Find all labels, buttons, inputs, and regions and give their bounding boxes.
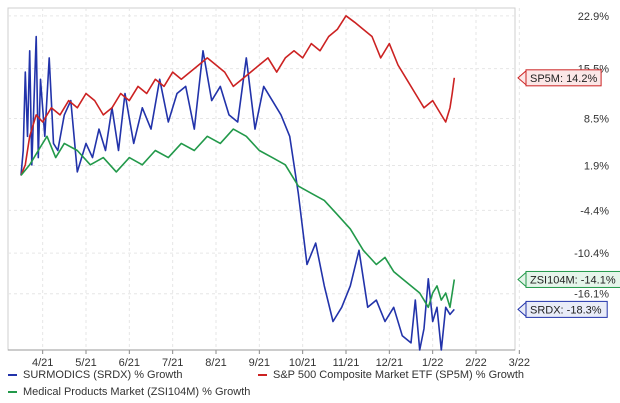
x-tick-label: 9/21 <box>249 357 270 369</box>
legend-swatch-srdx <box>8 374 17 376</box>
x-tick-label: 10/21 <box>289 357 317 369</box>
x-tick-label: 4/21 <box>32 357 53 369</box>
y-tick-label: -10.4% <box>574 248 609 260</box>
legend-item-srdx: SURMODICS (SRDX) % Growth <box>8 368 183 382</box>
plot-area <box>7 7 516 351</box>
y-tick-label: 1.9% <box>584 160 609 172</box>
end-label-srdx: SRDX: -18.3% <box>530 304 602 316</box>
legend-item-sp5m: S&P 500 Composite Market ETF (SP5M) % Gr… <box>258 368 524 382</box>
y-tick-label: -16.1% <box>574 289 609 301</box>
legend-label-sp5m: S&P 500 Composite Market ETF (SP5M) % Gr… <box>273 369 525 381</box>
y-tick-label: 8.5% <box>584 113 609 125</box>
end-label-srdx-box <box>525 300 608 318</box>
legend-label-srdx: SURMODICS (SRDX) % Growth <box>23 369 183 381</box>
x-tick-label: 3/22 <box>509 357 530 369</box>
series-line-zsi <box>20 128 456 309</box>
x-tick-label: 6/21 <box>119 357 140 369</box>
x-tick-label: 8/21 <box>205 357 226 369</box>
series-line-srdx <box>20 35 455 351</box>
legend-item-zsi: Medical Products Market (ZSI104M) % Grow… <box>8 385 250 399</box>
x-tick-label: 5/21 <box>75 357 96 369</box>
end-label-sp5m-box <box>525 69 602 87</box>
x-tick-label: 2/22 <box>465 357 486 369</box>
end-label-zsi: ZSI104M: -14.1% <box>530 274 616 286</box>
legend-swatch-zsi <box>8 391 17 393</box>
legend-swatch-sp5m <box>258 374 267 376</box>
x-tick-label: 12/21 <box>376 357 404 369</box>
x-tick-label: 11/21 <box>333 357 360 369</box>
x-tick-label: 7/21 <box>162 357 183 369</box>
y-tick-label: -4.4% <box>580 205 609 217</box>
x-tick-label: 1/22 <box>422 357 443 369</box>
y-tick-label: 22.9% <box>578 11 609 23</box>
series-line-sp5m <box>20 15 456 176</box>
end-label-sp5m: SP5M: 14.2% <box>530 73 597 85</box>
legend-label-zsi: Medical Products Market (ZSI104M) % Grow… <box>23 386 251 398</box>
end-label-zsi-box <box>525 270 620 288</box>
